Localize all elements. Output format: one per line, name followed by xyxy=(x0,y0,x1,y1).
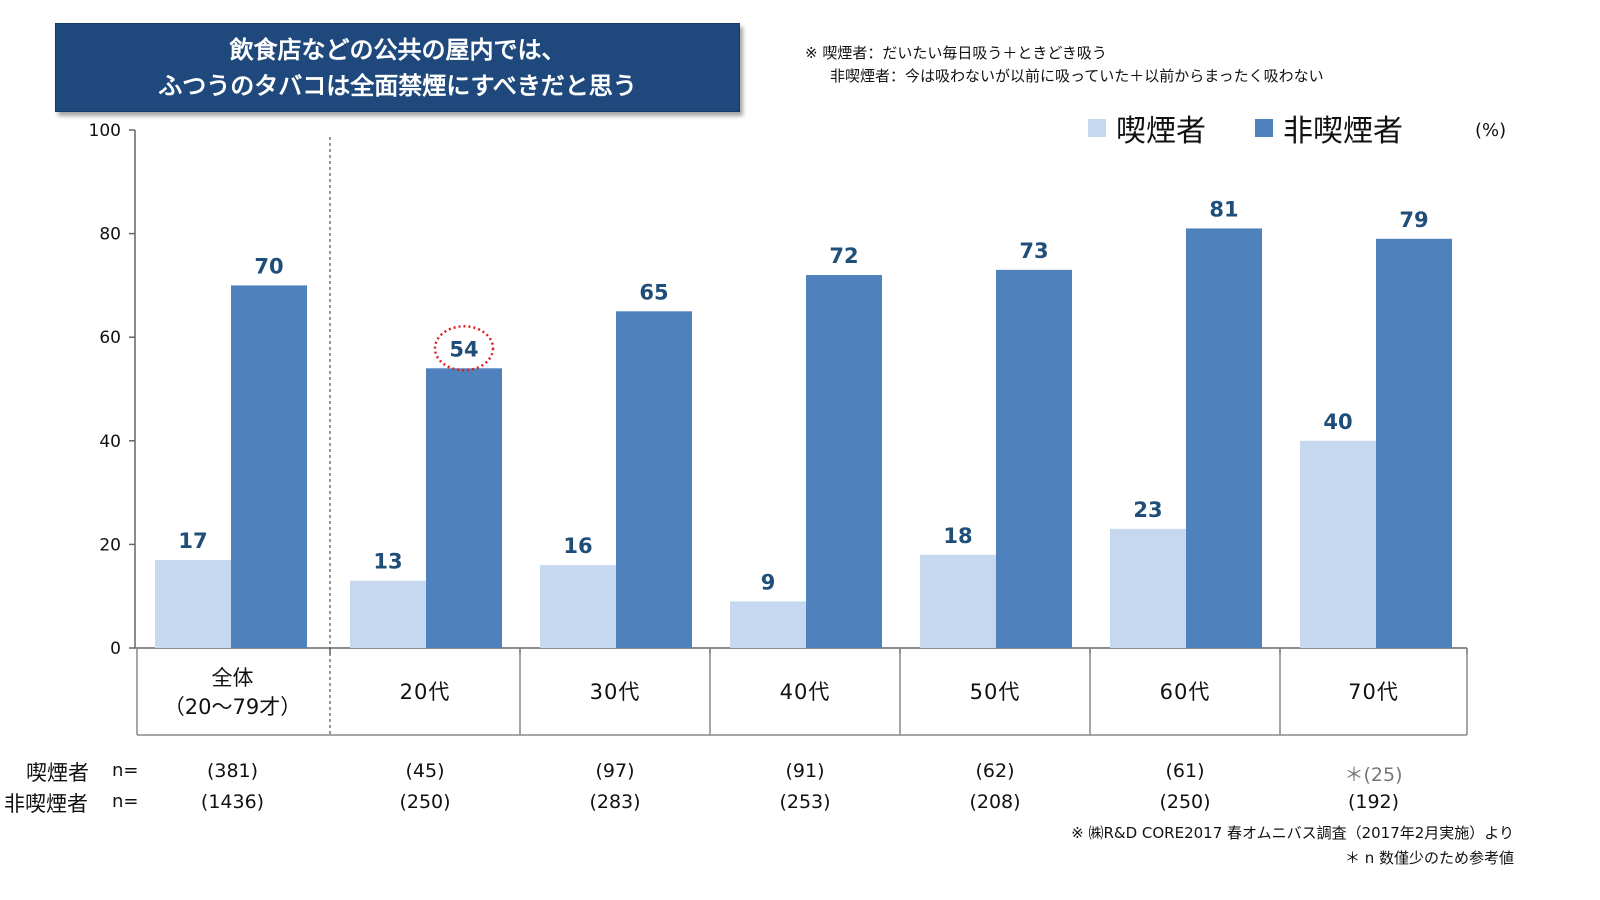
n-value-nonsmoker-3: (253) xyxy=(779,791,831,813)
category-label-1: 20代 xyxy=(400,680,451,704)
data-label-smoker-4: 18 xyxy=(943,524,972,548)
bar-smoker-2 xyxy=(540,565,616,648)
data-label-nonsmoker-3: 72 xyxy=(829,244,858,268)
category-label-3: 40代 xyxy=(780,680,831,704)
y-tick-label-80: 80 xyxy=(99,225,121,245)
category-label-4: 50代 xyxy=(970,680,1021,704)
n-value-nonsmoker-6: (192) xyxy=(1347,791,1400,813)
n-value-nonsmoker-1: (250) xyxy=(399,791,451,813)
unit-label: (%) xyxy=(1475,120,1507,141)
data-label-nonsmoker-2: 65 xyxy=(639,280,668,304)
data-label-smoker-2: 16 xyxy=(563,534,592,558)
n-prefix-smoker: n= xyxy=(112,760,139,781)
n-value-smoker-4: (62) xyxy=(975,760,1015,782)
bar-nonsmoker-6 xyxy=(1376,238,1452,648)
n-value-smoker-6: ＊(25) xyxy=(1344,764,1403,786)
source-footnote: ※ ㈱R&D CORE2017 春オムニバス調査（2017年2月実施）より xyxy=(1071,824,1514,842)
n-value-smoker-3: (91) xyxy=(785,760,825,782)
data-label-smoker-3: 9 xyxy=(761,570,776,594)
bar-nonsmoker-5 xyxy=(1186,228,1262,649)
n-value-nonsmoker-0: (1436) xyxy=(200,791,265,813)
category-label-6: 70代 xyxy=(1348,680,1399,704)
bar-nonsmoker-1 xyxy=(426,368,502,648)
data-label-nonsmoker-0: 70 xyxy=(254,254,283,278)
definition-note-2: 非喫煙者：今は吸わないが以前に吸っていた＋以前からまったく吸わない xyxy=(830,67,1324,85)
data-label-nonsmoker-6: 79 xyxy=(1399,208,1428,232)
n-row-label-nonsmoker: 非喫煙者 xyxy=(4,792,88,816)
n-value-smoker-0: (381) xyxy=(206,760,259,782)
legend-item-nonsmoker: 非喫煙者 xyxy=(1255,106,1403,150)
bar-smoker-1 xyxy=(350,580,426,648)
n-row-label-smoker: 喫煙者 xyxy=(26,761,89,785)
bar-smoker-3 xyxy=(730,601,806,648)
data-label-smoker-0: 17 xyxy=(178,529,207,553)
n-prefix-nonsmoker: n= xyxy=(112,791,139,812)
data-label-smoker-1: 13 xyxy=(373,550,402,574)
data-label-nonsmoker-4: 73 xyxy=(1019,239,1048,263)
y-tick-label-0: 0 xyxy=(110,639,121,659)
chart-title-line-2: ふつうのタバコは全面禁煙にすべきだと思う xyxy=(158,71,637,100)
category-label-2: 30代 xyxy=(590,680,641,704)
y-tick-label-40: 40 xyxy=(99,432,121,452)
legend-label-smoker: 喫煙者 xyxy=(1116,114,1206,149)
y-tick-label-60: 60 xyxy=(99,328,121,348)
n-value-nonsmoker-2: (283) xyxy=(589,791,641,813)
data-label-smoker-6: 40 xyxy=(1323,410,1352,434)
y-tick-label-20: 20 xyxy=(99,535,121,555)
category-label-0-line-0: 全体 xyxy=(212,666,254,690)
bar-smoker-6 xyxy=(1300,440,1376,648)
category-label-0-line-1: （20～79才） xyxy=(164,695,301,719)
data-label-smoker-5: 23 xyxy=(1133,498,1162,522)
bar-smoker-4 xyxy=(920,554,996,648)
highlight-circle xyxy=(433,325,495,372)
legend-label-nonsmoker: 非喫煙者 xyxy=(1283,114,1403,149)
legend-swatch-nonsmoker xyxy=(1255,119,1273,137)
category-label-5: 60代 xyxy=(1160,680,1211,704)
bar-smoker-0 xyxy=(155,559,231,648)
n-value-smoker-2: (97) xyxy=(595,760,635,782)
legend-item-smoker: 喫煙者 xyxy=(1088,106,1206,150)
n-value-smoker-1: (45) xyxy=(405,760,445,782)
bar-smoker-5 xyxy=(1110,528,1186,648)
bar-nonsmoker-2 xyxy=(616,311,692,648)
data-label-nonsmoker-1: 54 xyxy=(449,337,478,361)
definition-note-1: ※ 喫煙者：だいたい毎日吸う＋ときどき吸う xyxy=(805,44,1107,62)
n-value-nonsmoker-4: (208) xyxy=(969,791,1021,813)
chart-title-line-1: 飲食店などの公共の屋内では、 xyxy=(229,35,566,64)
bar-nonsmoker-4 xyxy=(996,269,1072,648)
chart-title-box: 飲食店などの公共の屋内では、 ふつうのタバコは全面禁煙にすべきだと思う xyxy=(55,23,740,112)
n-value-smoker-5: (61) xyxy=(1165,760,1205,782)
bar-nonsmoker-3 xyxy=(806,275,882,648)
caution-footnote: ＊ n 数僅少のため参考値 xyxy=(1344,849,1514,867)
n-value-nonsmoker-5: (250) xyxy=(1159,791,1211,813)
legend-swatch-smoker xyxy=(1088,119,1106,137)
bar-nonsmoker-0 xyxy=(231,285,307,648)
y-tick-label-100: 100 xyxy=(89,121,121,141)
data-label-nonsmoker-5: 81 xyxy=(1209,197,1238,221)
